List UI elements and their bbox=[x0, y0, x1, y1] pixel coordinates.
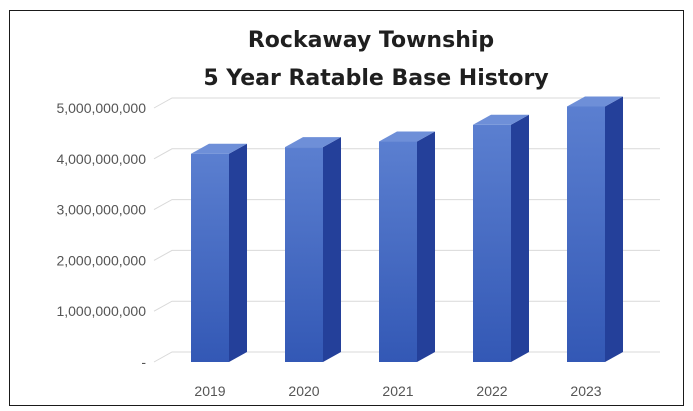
chart-title-line-1: Rockaway Township bbox=[248, 28, 494, 53]
bar-top-2019 bbox=[191, 143, 247, 154]
bar-side-2019 bbox=[229, 143, 247, 362]
x-tick-label: 2021 bbox=[382, 383, 413, 399]
gridline bbox=[153, 97, 660, 109]
bar-side-2023 bbox=[605, 96, 623, 362]
y-tick-label: - bbox=[141, 354, 146, 370]
bar-top-2023 bbox=[567, 96, 623, 107]
bar-2021 bbox=[379, 141, 417, 362]
y-tick-label: 4,000,000,000 bbox=[56, 151, 146, 167]
bar-side-2022 bbox=[511, 114, 529, 362]
x-tick-label: 2022 bbox=[476, 383, 507, 399]
x-tick-label: 2023 bbox=[570, 383, 601, 399]
y-tick-label: 3,000,000,000 bbox=[56, 202, 146, 218]
bar-side-2021 bbox=[417, 131, 435, 362]
bar-2019 bbox=[191, 153, 229, 362]
y-axis-ticks: - 1,000,000,000 2,000,000,000 3,000,000,000… bbox=[56, 100, 146, 370]
x-axis-ticks: 2019 2020 2021 2022 2023 bbox=[194, 383, 601, 399]
y-tick-label: 1,000,000,000 bbox=[56, 303, 146, 319]
x-tick-label: 2019 bbox=[194, 383, 225, 399]
y-tick-label: 2,000,000,000 bbox=[56, 252, 146, 268]
bar-2020 bbox=[285, 147, 323, 362]
bar-side-2020 bbox=[323, 137, 341, 362]
bar-2023 bbox=[567, 106, 605, 362]
x-tick-label: 2020 bbox=[288, 383, 319, 399]
y-tick-label: 5,000,000,000 bbox=[56, 100, 146, 116]
bars bbox=[191, 96, 623, 362]
bar-top-2021 bbox=[379, 131, 435, 142]
chart-title-line-2: 5 Year Ratable Base History bbox=[203, 66, 548, 91]
bar-top-2022 bbox=[473, 114, 529, 125]
bar-top-2020 bbox=[285, 137, 341, 148]
bar-2022 bbox=[473, 124, 511, 362]
